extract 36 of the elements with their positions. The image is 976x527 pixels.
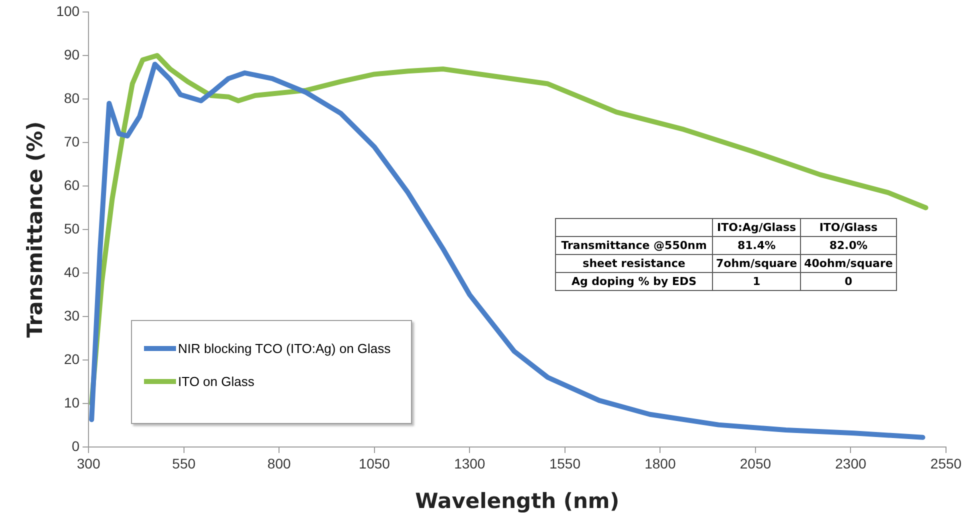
x-tick-label: 1050 [358,455,390,472]
y-tick-label: 10 [64,394,80,410]
annotation: sheet resistance [556,254,712,272]
annotation: ITO/Glass [800,218,896,236]
x-tick-label: 2550 [930,455,962,472]
x-tick-label: 1300 [454,455,486,472]
y-tick-label: 60 [64,176,80,193]
y-tick-label: 50 [64,220,80,236]
y-tick-label: 30 [64,307,80,324]
annotation: Ag doping % by EDS [556,272,712,290]
annotation: 7ohm/square [712,254,801,272]
x-tick-label: 1800 [644,455,676,472]
x-tick-label: 2050 [740,455,772,472]
legend-label: NIR blocking TCO (ITO:Ag) on Glass [178,341,391,356]
y-axis-title: Transmittance (%) [23,121,48,338]
annotation: ITO:Ag/Glass [712,218,801,236]
y-tick-label: 40 [64,264,80,280]
annotation: Transmittance @550nm [556,236,712,254]
y-tick-label: 70 [64,133,80,150]
annotation: 0 [800,272,896,290]
x-tick-label: 300 [76,455,100,472]
y-tick-label: 0 [72,438,80,454]
annotation: 82.0% [800,236,896,254]
x-tick-label: 800 [267,455,291,472]
y-tick-label: 80 [64,90,80,106]
x-axis-title: Wavelength (nm) [415,488,620,513]
y-tick-label: 20 [64,350,80,367]
x-tick-label: 2300 [835,455,867,472]
annotation: 40ohm/square [800,254,896,272]
y-tick-label: 90 [64,46,80,62]
x-tick-label: 550 [172,455,196,472]
x-tick-label: 1550 [549,455,581,472]
y-tick-label: 100 [56,2,80,19]
annotation: 81.4% [712,236,801,254]
annotation: 1 [712,272,801,290]
legend-label: ITO on Glass [178,374,254,389]
